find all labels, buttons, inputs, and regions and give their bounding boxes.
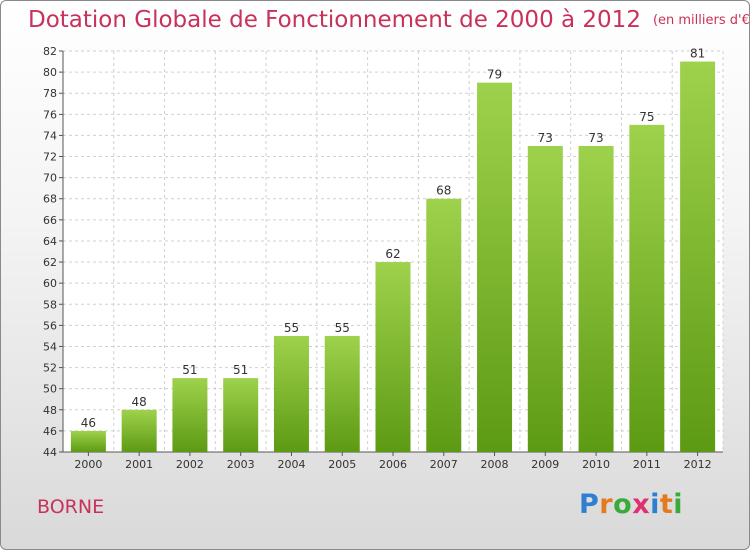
chart-title-text: Dotation Globale de Fonctionnement de 20… xyxy=(28,7,641,33)
bar-value-label: 48 xyxy=(132,395,147,409)
logo-letter: i xyxy=(650,489,660,520)
x-tick-label: 2002 xyxy=(176,458,204,471)
y-tick-label: 56 xyxy=(43,319,57,332)
y-tick-label: 82 xyxy=(43,45,57,58)
bar xyxy=(172,378,208,452)
y-tick-label: 80 xyxy=(43,66,57,79)
y-tick-label: 60 xyxy=(43,277,57,290)
bar xyxy=(629,124,665,453)
bar xyxy=(324,335,360,452)
bar-value-label: 46 xyxy=(81,416,96,430)
logo-letter: r xyxy=(599,489,614,520)
bar-value-label: 79 xyxy=(487,68,502,82)
x-tick-label: 2010 xyxy=(582,458,610,471)
y-tick-label: 70 xyxy=(43,172,57,185)
logo-letter: o xyxy=(613,489,633,520)
bar-value-label: 51 xyxy=(233,363,248,377)
bar-value-label: 55 xyxy=(335,321,350,335)
y-tick-label: 58 xyxy=(43,298,57,311)
y-tick-label: 68 xyxy=(43,193,57,206)
bar xyxy=(223,378,259,452)
y-tick-label: 44 xyxy=(43,446,57,459)
bar-value-label: 68 xyxy=(436,184,451,198)
y-tick-label: 76 xyxy=(43,108,57,121)
x-tick-label: 2012 xyxy=(684,458,712,471)
y-tick-label: 54 xyxy=(43,340,57,353)
bar-value-label: 75 xyxy=(639,110,654,124)
y-tick-label: 74 xyxy=(43,129,57,142)
bar-value-label: 62 xyxy=(385,247,400,261)
bar xyxy=(273,335,309,452)
bar xyxy=(477,82,513,452)
y-tick-label: 50 xyxy=(43,383,57,396)
x-tick-label: 2011 xyxy=(633,458,661,471)
chart-title: Dotation Globale de Fonctionnement de 20… xyxy=(28,7,750,33)
y-tick-label: 46 xyxy=(43,425,57,438)
bar xyxy=(680,61,716,452)
bar xyxy=(121,409,157,452)
y-tick-label: 64 xyxy=(43,235,57,248)
logo-letter: t xyxy=(659,489,674,520)
bar xyxy=(578,145,614,452)
logo-letter: P xyxy=(579,489,600,520)
chart-unit: (en milliers d'€) xyxy=(652,13,750,28)
proxiti-logo: Proxiti xyxy=(579,489,683,520)
y-tick-label: 72 xyxy=(43,151,57,164)
bar-value-label: 73 xyxy=(588,131,603,145)
bar-value-label: 55 xyxy=(284,321,299,335)
x-tick-label: 2009 xyxy=(531,458,559,471)
bar xyxy=(527,145,563,452)
bar-value-label: 73 xyxy=(538,131,553,145)
y-tick-label: 66 xyxy=(43,214,57,227)
x-tick-label: 2007 xyxy=(430,458,458,471)
y-tick-label: 62 xyxy=(43,256,57,269)
logo-letter: i xyxy=(673,489,684,520)
logo-letter: x xyxy=(632,489,651,520)
bar xyxy=(426,198,462,452)
x-tick-label: 2000 xyxy=(74,458,102,471)
y-tick-label: 78 xyxy=(43,87,57,100)
commune-name: BORNE xyxy=(37,496,105,518)
bar xyxy=(375,262,411,452)
bar-value-label: 81 xyxy=(690,47,705,61)
x-tick-label: 2001 xyxy=(125,458,153,471)
x-tick-label: 2008 xyxy=(481,458,509,471)
x-tick-label: 2005 xyxy=(328,458,356,471)
bar xyxy=(70,430,106,452)
x-tick-label: 2003 xyxy=(227,458,255,471)
x-tick-label: 2006 xyxy=(379,458,407,471)
y-tick-label: 48 xyxy=(43,404,57,417)
x-tick-label: 2004 xyxy=(277,458,305,471)
y-tick-label: 52 xyxy=(43,362,57,375)
bar-value-label: 51 xyxy=(182,363,197,377)
